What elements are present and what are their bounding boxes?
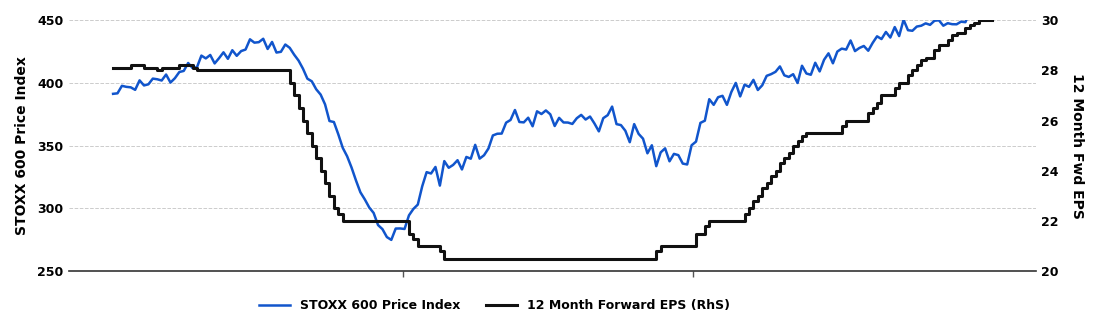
Y-axis label: STOXX 600 Price Index: STOXX 600 Price Index — [15, 56, 29, 235]
Y-axis label: 12 Month Fwd EPS: 12 Month Fwd EPS — [1070, 73, 1084, 218]
Legend: STOXX 600 Price Index, 12 Month Forward EPS (RhS): STOXX 600 Price Index, 12 Month Forward … — [254, 295, 735, 318]
